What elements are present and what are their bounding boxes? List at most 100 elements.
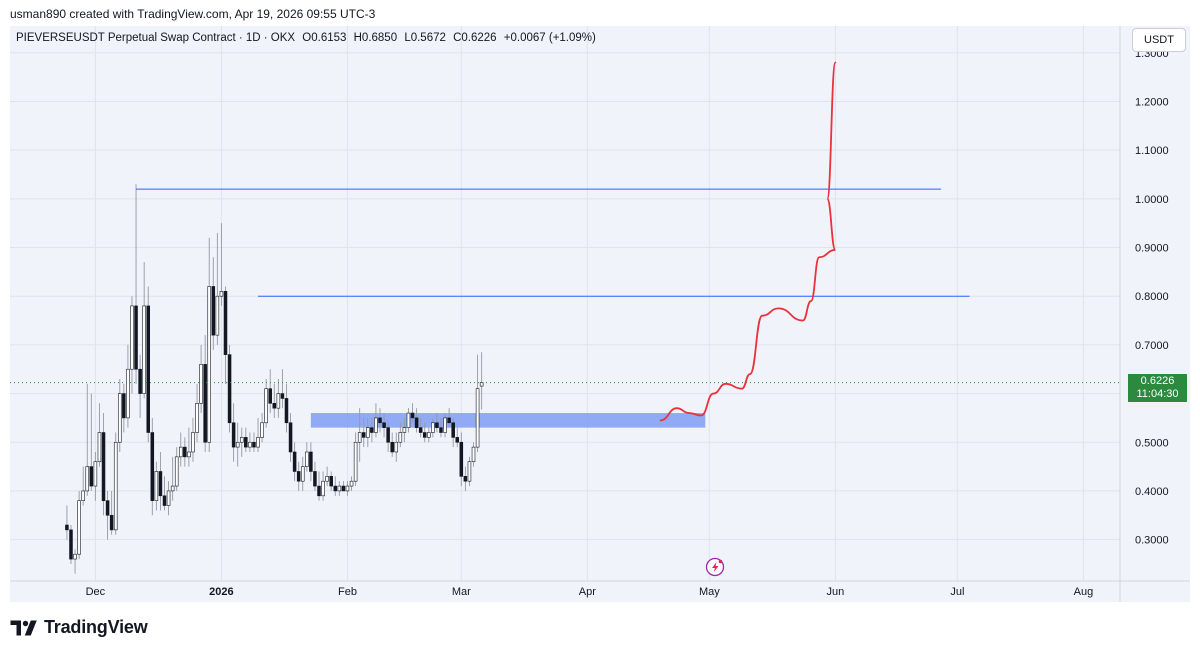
candle-body bbox=[81, 490, 85, 501]
candle-body bbox=[451, 422, 455, 438]
candlestick-chart[interactable]: Dec 2026 Feb Mar Apr May Jun Jul Aug1.30001.2000… bbox=[10, 26, 1190, 602]
ohlc-high: H0.6850 bbox=[353, 32, 398, 44]
last-price-badge: 0.6226 11:04:30 bbox=[1128, 374, 1187, 402]
candle-body bbox=[244, 437, 248, 448]
candle-body bbox=[313, 471, 317, 487]
candle-body bbox=[475, 388, 480, 448]
resistance-lines-layer bbox=[10, 188, 1120, 384]
candle-body bbox=[337, 485, 342, 492]
candle-body bbox=[353, 441, 358, 482]
projection-layer bbox=[659, 61, 837, 422]
candle-body bbox=[162, 495, 167, 506]
candle-body bbox=[455, 437, 460, 443]
candle-body bbox=[459, 441, 464, 477]
candle-body bbox=[183, 446, 187, 458]
axes-layer: Dec 2026 Feb Mar Apr May Jun Jul Aug1.30001.2000… bbox=[10, 26, 1190, 602]
candle-body bbox=[118, 393, 122, 443]
candle-body bbox=[69, 529, 73, 560]
y-tick-label: 0.8000 bbox=[1135, 291, 1169, 303]
candle-body bbox=[223, 291, 228, 355]
x-tick-label: Dec bbox=[86, 586, 106, 598]
candle-body bbox=[439, 427, 443, 433]
candle-body bbox=[276, 393, 281, 409]
x-tick-label: Mar bbox=[452, 586, 471, 598]
chart-area[interactable]: Dec 2026 Feb Mar Apr May Jun Jul Aug 1.3000 1.2000… bbox=[10, 26, 1190, 602]
currency-button[interactable]: USDT bbox=[1132, 28, 1186, 52]
candle-body bbox=[268, 388, 272, 404]
candle-body bbox=[256, 437, 260, 448]
candle-body bbox=[260, 422, 264, 438]
candle-body bbox=[402, 427, 407, 433]
y-tick-label: 1.0000 bbox=[1135, 194, 1169, 206]
candle-body bbox=[296, 471, 301, 482]
candle-body bbox=[471, 446, 476, 463]
x-tick-label: Jul bbox=[950, 586, 964, 598]
y-tick-label: 1.2000 bbox=[1135, 96, 1169, 108]
chart-attribution: usman890 created with TradingView.com, A… bbox=[10, 7, 376, 21]
candle-body bbox=[65, 524, 69, 531]
candle-body bbox=[109, 514, 114, 531]
candle-body bbox=[374, 417, 378, 433]
support-zone-layer bbox=[310, 413, 706, 428]
candle-body bbox=[447, 417, 451, 424]
candle-body bbox=[406, 412, 411, 428]
candle-body bbox=[309, 451, 313, 472]
candle-body bbox=[154, 471, 159, 501]
candle-body bbox=[280, 393, 285, 399]
candle-body bbox=[422, 432, 427, 438]
ohlc-low: L0.5672 bbox=[404, 32, 446, 44]
candle-body bbox=[130, 305, 134, 370]
candle-body bbox=[414, 417, 419, 428]
candle-body bbox=[333, 485, 338, 492]
candle-body bbox=[134, 305, 138, 370]
last-price-value: 0.6226 bbox=[1140, 375, 1175, 387]
candle-body bbox=[203, 364, 207, 443]
y-tick-label: 0.5000 bbox=[1135, 437, 1169, 449]
x-tick-label: 2026 bbox=[209, 586, 233, 598]
candle-body bbox=[329, 476, 333, 487]
tradingview-logo-icon bbox=[10, 620, 37, 635]
candle-body bbox=[105, 500, 110, 516]
candle-body bbox=[386, 427, 390, 443]
candle-body bbox=[170, 485, 175, 492]
lightning-icon[interactable] bbox=[705, 557, 725, 577]
candle-body bbox=[479, 382, 484, 387]
candle-body bbox=[248, 441, 252, 448]
candle-body bbox=[191, 432, 195, 453]
candle-body bbox=[370, 427, 374, 433]
x-tick-label: May bbox=[699, 586, 720, 598]
ohlc-close: C0.6226 bbox=[453, 32, 497, 44]
candle-body bbox=[142, 305, 146, 394]
symbol-name: PIEVERSEUSDT Perpetual Swap Contract · 1… bbox=[16, 32, 296, 44]
support-zone bbox=[310, 413, 706, 428]
candle-body bbox=[317, 485, 321, 497]
candle-body bbox=[288, 422, 293, 453]
candle-body bbox=[122, 393, 126, 419]
y-tick-label: 0.7000 bbox=[1135, 340, 1169, 352]
ohlc-open: O0.6153 bbox=[302, 32, 347, 44]
candle-body bbox=[427, 432, 431, 438]
tradingview-brand[interactable]: TradingView bbox=[10, 617, 148, 638]
candle-body bbox=[349, 480, 354, 487]
candle-body bbox=[150, 432, 155, 501]
candle-body bbox=[345, 485, 350, 492]
grid bbox=[10, 26, 1120, 581]
candle-body bbox=[89, 466, 94, 487]
candle-body bbox=[443, 417, 447, 433]
candle-body bbox=[272, 403, 277, 409]
candle-body bbox=[199, 364, 203, 404]
candle-body bbox=[341, 485, 346, 492]
candle-body bbox=[166, 490, 171, 506]
candle-body bbox=[398, 432, 403, 443]
candle-body bbox=[361, 432, 366, 438]
candle-body bbox=[390, 441, 394, 453]
candle-body bbox=[93, 461, 98, 487]
candle-body bbox=[467, 461, 472, 482]
candle-body bbox=[207, 286, 211, 443]
candle-body bbox=[435, 422, 439, 428]
candle-body bbox=[126, 368, 130, 419]
candle-body bbox=[305, 451, 309, 467]
projection-path bbox=[659, 61, 837, 422]
candle-body bbox=[357, 432, 362, 443]
candle-body bbox=[292, 451, 297, 472]
